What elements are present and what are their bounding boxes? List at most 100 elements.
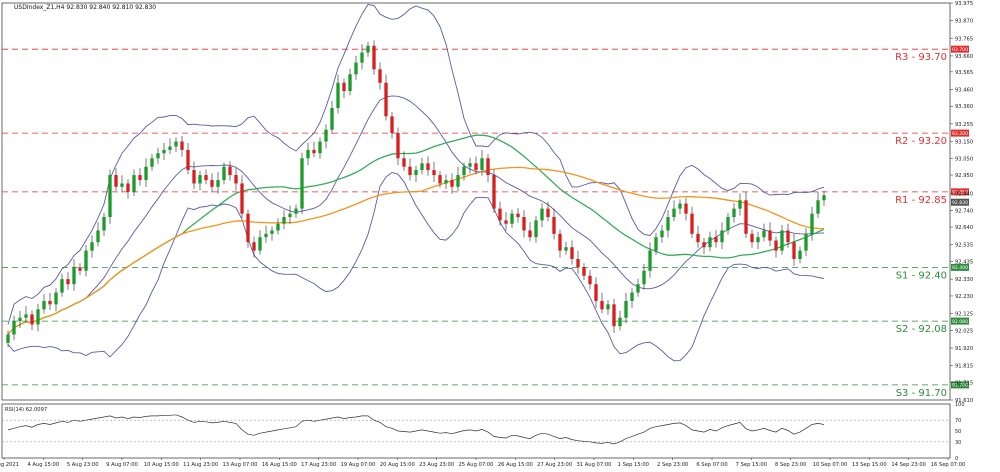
- candle-body: [18, 317, 22, 322]
- bollinger-lower-line: [7, 172, 825, 362]
- rsi-tick-label: 100: [955, 402, 965, 408]
- time-tick-label: 1 Sep 15:00: [618, 462, 649, 468]
- candle-body: [24, 314, 28, 318]
- candle-body: [534, 220, 538, 238]
- candle-body: [522, 217, 526, 231]
- candle-body: [228, 166, 232, 176]
- candle-body: [162, 149, 166, 154]
- candle-body: [642, 270, 646, 285]
- price-tick-label: 92.740: [955, 208, 973, 214]
- candle-body: [570, 247, 574, 259]
- time-tick-label: 10 Aug 15:00: [144, 462, 179, 468]
- candle-body: [672, 208, 676, 218]
- candle-body: [666, 217, 670, 231]
- candle-body: [222, 166, 226, 181]
- candle-body: [282, 217, 286, 224]
- candle-body: [786, 230, 790, 243]
- candle-body: [54, 292, 58, 305]
- candle-body: [516, 213, 520, 218]
- candle-body: [348, 74, 352, 92]
- candle-body: [600, 300, 604, 310]
- time-tick-label: 6 Sep 07:00: [696, 462, 727, 468]
- candle-body: [144, 166, 148, 181]
- price-tick-label: 92.025: [955, 328, 973, 334]
- candle-body: [120, 183, 124, 187]
- candle-body: [750, 233, 754, 243]
- candle-body: [708, 237, 712, 248]
- candle-body: [480, 158, 484, 171]
- level-label: S3 - 91.70: [896, 388, 947, 399]
- rsi-tick-label: 70: [955, 418, 961, 424]
- level-label: R1 - 92.85: [895, 195, 947, 206]
- candle-body: [60, 279, 64, 293]
- current-price-tag: [951, 198, 969, 206]
- candle-body: [90, 242, 94, 251]
- candle-body: [714, 237, 718, 243]
- level-price-tag-text: 92.850: [952, 190, 968, 196]
- candle-body: [504, 220, 508, 224]
- level-label: R2 - 93.20: [895, 136, 947, 147]
- candle-body: [450, 180, 454, 187]
- candle-body: [384, 82, 388, 117]
- time-tick-label: 26 Aug 15:00: [498, 462, 533, 468]
- price-tick-label: 93.255: [955, 122, 973, 128]
- candle-body: [492, 175, 496, 209]
- price-tick-label: 93.870: [955, 19, 973, 25]
- candle-body: [336, 82, 340, 108]
- time-tick-label: 27 Aug 23:00: [537, 462, 572, 468]
- time-tick-label: 10 Sep 07:00: [813, 462, 848, 468]
- time-tick-label: 23 Aug 23:00: [419, 462, 454, 468]
- level-label: S1 - 92.40: [896, 270, 947, 281]
- time-tick-label: 20 Aug 15:00: [380, 462, 415, 468]
- rsi-tick-label: 30: [955, 440, 961, 446]
- candle-body: [678, 203, 682, 209]
- candle-body: [540, 208, 544, 221]
- candle-body: [78, 267, 82, 271]
- rsi-line: [7, 414, 825, 445]
- candle-body: [744, 200, 748, 234]
- candle-body: [618, 317, 622, 327]
- candle-body: [276, 223, 280, 231]
- candle-body: [690, 213, 694, 234]
- price-tick-label: 93.150: [955, 139, 973, 145]
- price-tick-label: 91.815: [955, 364, 973, 370]
- candle-body: [366, 45, 370, 53]
- time-tick-label: 17 Aug 23:00: [301, 462, 336, 468]
- price-tick-label: 91.715: [955, 380, 973, 386]
- price-tick-label: 93.765: [955, 36, 973, 42]
- candle-body: [378, 69, 382, 83]
- candle-body: [414, 170, 418, 176]
- candle-body: [318, 141, 322, 154]
- time-tick-label: 13 Sep 15:00: [852, 462, 887, 468]
- level-price-tag-text: 91.700: [952, 383, 968, 389]
- candle-body: [6, 334, 10, 343]
- candle-body: [684, 203, 688, 214]
- price-tick-label: 92.640: [955, 225, 973, 231]
- level-price-tag: [951, 129, 969, 137]
- time-tick-label: 14 Sep 23:00: [891, 462, 926, 468]
- candle-body: [42, 300, 46, 310]
- candle-body: [186, 149, 190, 171]
- candle-body: [36, 309, 40, 325]
- candle-body: [402, 158, 406, 167]
- candle-body: [234, 175, 238, 184]
- candle-body: [804, 233, 808, 251]
- candle-body: [756, 237, 760, 243]
- level-price-tag: [951, 317, 969, 325]
- candle-body: [288, 213, 292, 218]
- candle-body: [528, 230, 532, 238]
- bollinger-middle-line: [7, 95, 825, 335]
- candle-body: [354, 62, 358, 75]
- candle-body: [588, 275, 592, 285]
- candle-body: [246, 213, 250, 243]
- candle-body: [360, 52, 364, 63]
- candle-body: [780, 230, 784, 251]
- candle-body: [126, 183, 130, 192]
- candle-body: [114, 175, 118, 187]
- candle-body: [204, 175, 208, 181]
- candle-body: [84, 250, 88, 271]
- candle-body: [594, 284, 598, 301]
- time-tick-label: 8 Sep 23:00: [775, 462, 806, 468]
- candle-body: [636, 284, 640, 293]
- candle-body: [630, 292, 634, 301]
